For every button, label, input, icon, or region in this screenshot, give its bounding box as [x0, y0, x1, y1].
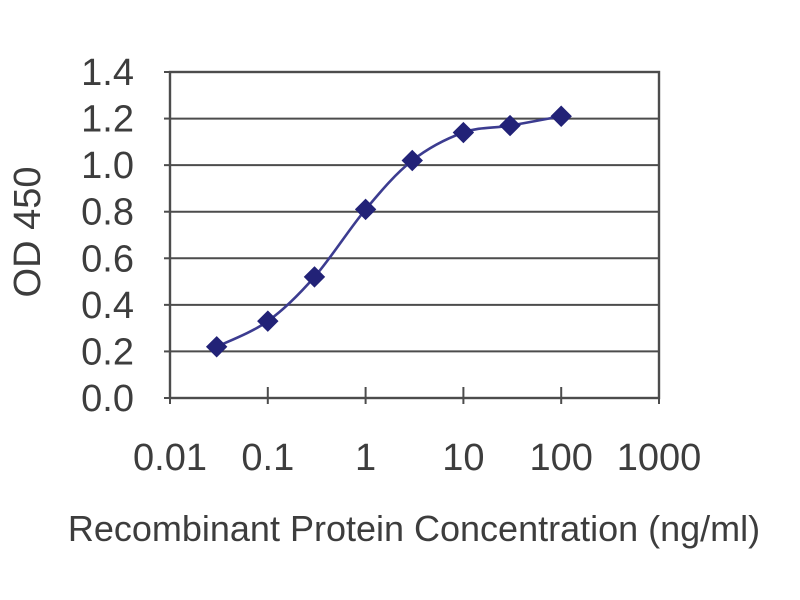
- data-point-marker: [499, 114, 521, 137]
- y-tick-label: 0.6: [81, 238, 134, 280]
- y-tick-label: 1.4: [81, 52, 134, 94]
- plot-frame: [168, 70, 661, 400]
- data-point-marker: [303, 266, 326, 288]
- plot-border: [168, 70, 661, 400]
- data-point-marker: [452, 121, 475, 144]
- x-tick-label: 1000: [617, 437, 702, 479]
- y-tick-label: 0.4: [81, 285, 134, 327]
- data-point-marker: [401, 149, 423, 172]
- x-tick-label: 100: [529, 437, 592, 479]
- data-point-marker: [205, 336, 228, 358]
- y-axis-title: OD 450: [7, 167, 49, 298]
- y-tick-label: 0.8: [81, 192, 134, 234]
- y-tick-label: 1.2: [81, 99, 134, 141]
- x-tick-label: 1: [355, 437, 376, 479]
- y-tick-label: 0.2: [81, 331, 134, 373]
- x-tick-label: 0.01: [133, 437, 207, 479]
- x-tick-labels: 0.01 0.1 1 10 100 1000: [133, 437, 701, 479]
- x-tick-label: 10: [442, 437, 484, 479]
- data-point-marker: [550, 105, 572, 127]
- y-tick-label: 1.0: [81, 145, 134, 187]
- gridlines: [170, 71, 659, 399]
- axis-ticks: [164, 71, 660, 404]
- data-series: [205, 105, 572, 358]
- x-tick-label: 0.1: [241, 437, 294, 479]
- x-axis-title: Recombinant Protein Concentration (ng/ml…: [68, 508, 760, 549]
- data-point-marker: [257, 310, 279, 332]
- y-tick-labels: 0.0 0.20.4 0.60.8 1.01.2 1.4: [81, 52, 134, 420]
- y-tick-label: 0.0: [81, 378, 134, 420]
- data-point-marker: [354, 198, 377, 221]
